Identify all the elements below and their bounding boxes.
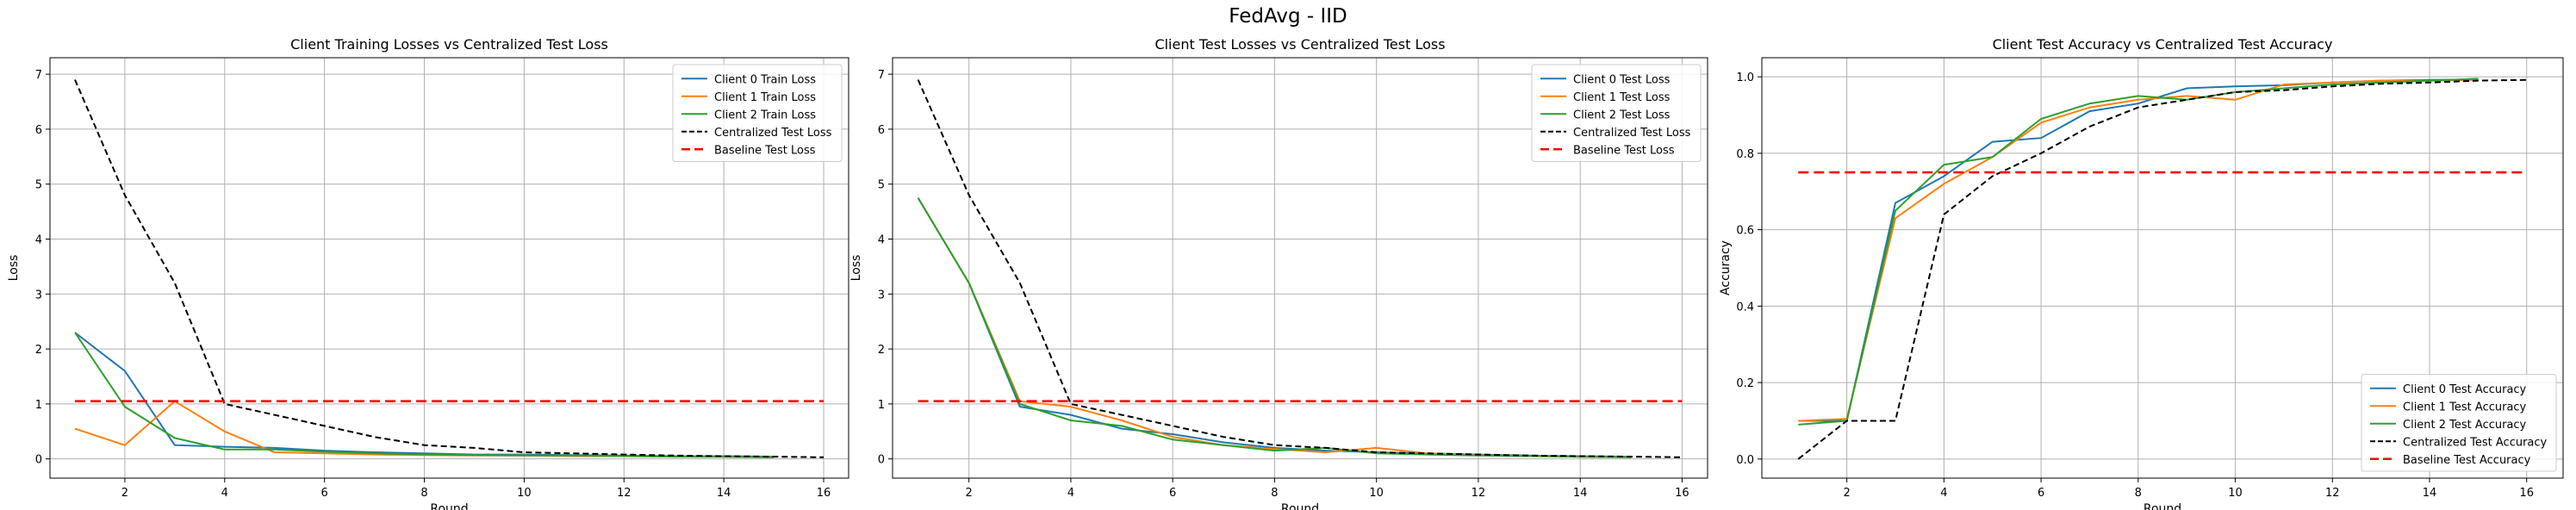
x-tick-label: 6 xyxy=(2038,487,2044,500)
series-line-3 xyxy=(917,197,1632,458)
legend-label: Client 0 Test Loss xyxy=(1573,73,1671,86)
x-tick-label: 16 xyxy=(1675,487,1689,500)
axes-frame xyxy=(892,57,1708,479)
y-tick-label: 7 xyxy=(878,69,885,82)
figure-suptitle: FedAvg - IID xyxy=(1229,5,1347,28)
x-tick-label: 6 xyxy=(1169,487,1176,500)
x-tick-label: 14 xyxy=(717,487,731,500)
y-tick-label: 5 xyxy=(878,179,885,192)
y-tick-label: 7 xyxy=(35,69,42,82)
legend-label: Centralized Test Loss xyxy=(1573,127,1691,140)
legend: Client 0 Test Loss Client 1 Test Loss Clie… xyxy=(1531,64,1702,162)
y-tick-label: 0 xyxy=(878,454,885,467)
y-tick-label: 3 xyxy=(35,289,42,302)
series-line-2 xyxy=(1798,78,2479,422)
x-tick-label: 12 xyxy=(1472,487,1486,500)
axes-frame xyxy=(49,57,849,479)
y-tick-label: 0.4 xyxy=(1736,301,1754,314)
x-tick-label: 14 xyxy=(1573,487,1588,500)
series-line-3 xyxy=(1798,78,2479,426)
x-tick-label: 10 xyxy=(1369,487,1384,500)
x-tick-label: 10 xyxy=(2228,487,2243,500)
series-line-4 xyxy=(74,79,824,458)
y-axis-label: Accuracy xyxy=(1719,240,1733,295)
legend: Client 0 Test Accuracy Client 1 Test Accu… xyxy=(2361,374,2557,472)
y-tick-label: 5 xyxy=(35,179,42,192)
axes-frame xyxy=(1761,57,2564,479)
y-tick-label: 2 xyxy=(35,344,42,357)
y-tick-label: 0 xyxy=(35,454,42,467)
legend-label: Baseline Test Accuracy xyxy=(2403,454,2531,467)
legend-label: Centralized Test Loss xyxy=(714,127,832,140)
x-tick-label: 2 xyxy=(121,487,128,500)
y-tick-label: 0.0 xyxy=(1736,454,1754,467)
x-tick-label: 8 xyxy=(2135,487,2142,500)
y-tick-label: 0.2 xyxy=(1736,377,1754,390)
y-tick-label: 0.6 xyxy=(1736,225,1754,238)
x-tick-label: 8 xyxy=(1271,487,1278,500)
x-tick-label: 4 xyxy=(1940,487,1947,500)
x-tick-label: 8 xyxy=(420,487,427,500)
y-tick-label: 4 xyxy=(35,234,42,247)
y-axis-label: Loss xyxy=(849,255,863,282)
legend-box xyxy=(2361,374,2557,472)
y-axis-label: Loss xyxy=(7,255,21,282)
x-tick-label: 2 xyxy=(1843,487,1850,500)
legend-label: Client 2 Train Loss xyxy=(714,109,816,121)
y-tick-label: 6 xyxy=(878,124,885,137)
legend-label: Client 1 Train Loss xyxy=(714,91,816,104)
legend-label: Baseline Test Loss xyxy=(1573,144,1675,157)
legend-label: Client 2 Test Loss xyxy=(1573,109,1671,121)
x-axis-label: Round xyxy=(1281,502,1319,510)
y-tick-label: 2 xyxy=(878,344,885,357)
y-tick-label: 0.8 xyxy=(1736,148,1754,161)
x-tick-label: 14 xyxy=(2423,487,2437,500)
legend: Client 0 Train Loss Client 1 Train Loss Cl… xyxy=(672,64,843,162)
x-tick-label: 16 xyxy=(2519,487,2534,500)
x-tick-label: 4 xyxy=(1067,487,1074,500)
chart-title: Client Test Accuracy vs Centralized Test… xyxy=(1993,36,2333,53)
x-tick-label: 12 xyxy=(617,487,632,500)
legend-label: Client 2 Test Accuracy xyxy=(2403,419,2527,432)
chart-title: Client Test Losses vs Centralized Test L… xyxy=(1154,36,1445,53)
y-tick-label: 1 xyxy=(878,399,885,412)
x-tick-label: 2 xyxy=(966,487,973,500)
x-axis-label: Round xyxy=(2144,502,2181,510)
legend-box xyxy=(1531,64,1702,162)
series-line-4 xyxy=(1797,78,2527,460)
legend-label: Client 1 Test Loss xyxy=(1573,91,1671,104)
chart-3: 2 4 6 8 10 12 14 16 0.0 0.2 0.4 0.6 0.8 1.0 Client Tes… xyxy=(1719,36,2564,510)
x-tick-label: 10 xyxy=(517,487,532,500)
x-tick-label: 6 xyxy=(321,487,328,500)
chart-title: Client Training Losses vs Centralized Te… xyxy=(290,36,608,53)
x-axis-label: Round xyxy=(430,502,468,510)
series-line-3 xyxy=(74,332,775,458)
legend-label: Client 0 Test Accuracy xyxy=(2403,383,2527,396)
x-tick-label: 16 xyxy=(817,487,831,500)
y-tick-label: 1.0 xyxy=(1736,72,1754,84)
legend-label: Centralized Test Accuracy xyxy=(2403,436,2548,449)
y-tick-label: 3 xyxy=(878,289,885,302)
legend-box xyxy=(672,64,843,162)
y-tick-label: 4 xyxy=(878,234,885,247)
x-tick-label: 12 xyxy=(2325,487,2340,500)
series-line-4 xyxy=(917,79,1683,458)
y-tick-label: 1 xyxy=(35,399,42,412)
legend-label: Client 1 Test Accuracy xyxy=(2403,401,2527,414)
y-tick-label: 6 xyxy=(35,124,42,137)
legend-label: Client 0 Train Loss xyxy=(714,73,816,86)
x-tick-label: 4 xyxy=(221,487,228,500)
legend-label: Baseline Test Loss xyxy=(714,144,816,157)
